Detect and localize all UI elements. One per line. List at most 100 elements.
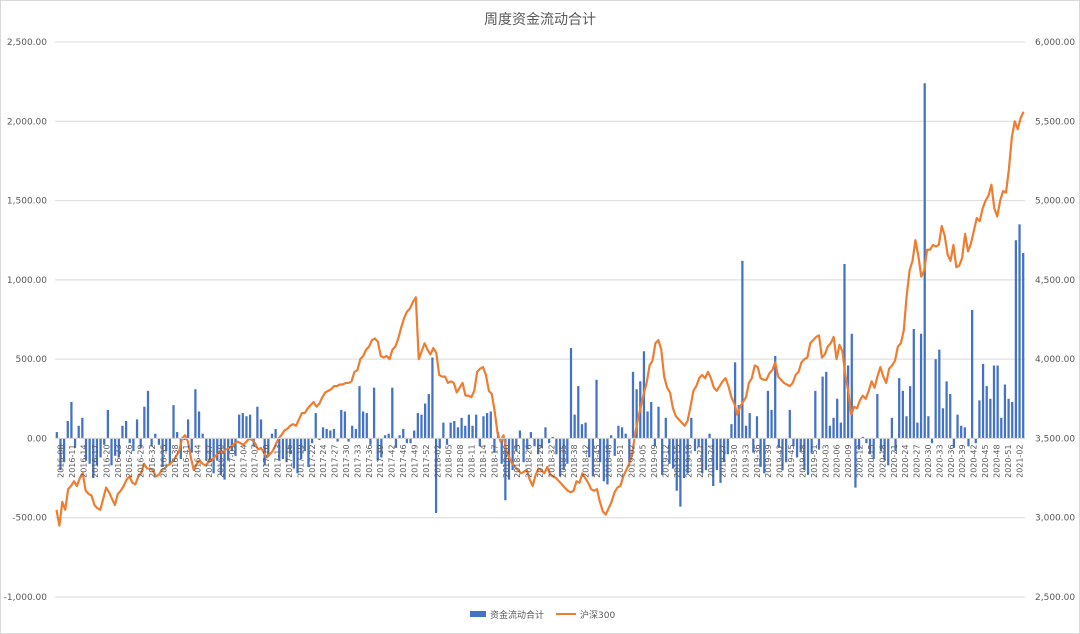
data-bar — [887, 438, 890, 466]
data-bar — [511, 438, 514, 471]
data-bar — [588, 438, 591, 458]
y-left-tick-label: 2,000.00 — [7, 117, 47, 127]
x-tick-label: 2019-24 — [707, 444, 716, 477]
data-bar — [602, 438, 605, 482]
y-right-tick-label: 5,500.00 — [1035, 117, 1075, 127]
y-left-tick-label: 1,000.00 — [7, 276, 47, 286]
x-tick-label: 2020-36 — [947, 444, 956, 477]
x-tick-label: 2019-42 — [776, 444, 785, 477]
data-bar — [584, 422, 587, 439]
data-bar — [865, 438, 868, 444]
data-bar — [438, 438, 441, 448]
data-bar — [55, 432, 58, 439]
data-bar — [154, 433, 157, 439]
data-bar — [675, 438, 678, 491]
data-bar — [456, 427, 460, 439]
data-bar — [110, 438, 113, 466]
x-tick-label: 2017-22 — [308, 444, 317, 477]
legend: 资金流动合计 沪深300 — [470, 609, 615, 621]
data-bar — [569, 348, 573, 439]
data-bar — [992, 365, 996, 439]
data-bar — [650, 401, 653, 439]
data-bar — [310, 438, 314, 444]
data-bar — [712, 438, 715, 486]
data-bar — [500, 438, 503, 464]
data-bar — [868, 438, 872, 455]
data-bar — [934, 359, 937, 439]
x-tick-label: 2020-33 — [935, 444, 944, 477]
data-bar — [281, 438, 285, 460]
data-bar — [861, 436, 864, 439]
data-bar — [803, 438, 806, 471]
data-bar — [70, 401, 73, 439]
x-tick-label: 2020-09 — [844, 444, 853, 477]
x-tick-label: 2016-11 — [68, 444, 77, 477]
data-bar — [978, 400, 981, 439]
x-tick-label: 2018-45 — [593, 444, 602, 477]
x-tick-label: 2017-52 — [422, 444, 431, 477]
data-bar — [201, 433, 204, 439]
x-tick-label: 2017-04 — [239, 444, 248, 477]
data-bar — [314, 413, 317, 439]
data-bar — [296, 438, 299, 474]
data-bar — [380, 438, 383, 458]
x-tick-label: 2017-16 — [285, 444, 294, 477]
data-bar — [383, 435, 387, 439]
data-bar — [270, 433, 274, 439]
x-tick-label: 2016-32 — [148, 444, 157, 477]
data-bar — [343, 411, 347, 439]
data-bar — [59, 438, 62, 471]
data-bar — [471, 425, 474, 439]
data-bar — [537, 438, 540, 455]
data-bar — [671, 438, 675, 469]
data-bar — [449, 422, 452, 439]
data-bar — [307, 438, 310, 467]
data-bar — [916, 422, 919, 439]
x-tick-label: 2018-14 — [479, 444, 488, 477]
x-tick-label: 2020-27 — [913, 444, 922, 477]
data-bar — [106, 409, 110, 439]
data-bar — [701, 438, 704, 474]
data-bar — [114, 438, 117, 456]
data-bar — [194, 389, 197, 439]
x-tick-label: 2020-51 — [1004, 444, 1013, 477]
data-bar — [347, 438, 350, 442]
data-bar — [617, 425, 620, 439]
data-bar — [219, 438, 223, 475]
y-axis-right: 2,500.00 3,000.00 3,500.00 4,000.00 4,500.00… — [1035, 38, 1075, 603]
data-bar — [216, 438, 219, 461]
data-bar — [547, 438, 551, 444]
data-bar — [92, 438, 95, 479]
data-bar — [613, 438, 616, 456]
data-bar — [580, 424, 584, 439]
data-bar — [981, 363, 985, 439]
data-bar — [839, 422, 842, 439]
data-bar — [431, 357, 434, 439]
data-bar — [909, 386, 912, 439]
data-bar — [434, 438, 438, 513]
data-bar — [558, 438, 562, 477]
data-bar — [591, 438, 595, 477]
data-bar — [365, 413, 368, 439]
data-bar — [248, 414, 252, 439]
data-bar — [259, 419, 263, 439]
data-bar — [416, 413, 419, 439]
data-bar — [854, 438, 857, 488]
data-bar — [668, 438, 671, 464]
x-tick-label: 2019-15 — [673, 444, 682, 477]
data-bar — [646, 411, 649, 439]
data-bar — [398, 435, 401, 439]
data-bar — [329, 430, 332, 439]
data-bar — [730, 424, 733, 439]
x-tick-label: 2016-08 — [57, 444, 66, 477]
x-tick-label: 2017-49 — [410, 444, 419, 477]
legend-label-line: 沪深300 — [580, 609, 615, 621]
data-bar — [949, 394, 952, 439]
data-bar — [857, 438, 861, 450]
data-bar — [325, 428, 328, 439]
data-bar — [212, 438, 215, 474]
x-tick-label: 2020-48 — [992, 444, 1001, 477]
data-bar — [172, 405, 175, 439]
x-tick-label: 2016-17 — [91, 444, 100, 477]
